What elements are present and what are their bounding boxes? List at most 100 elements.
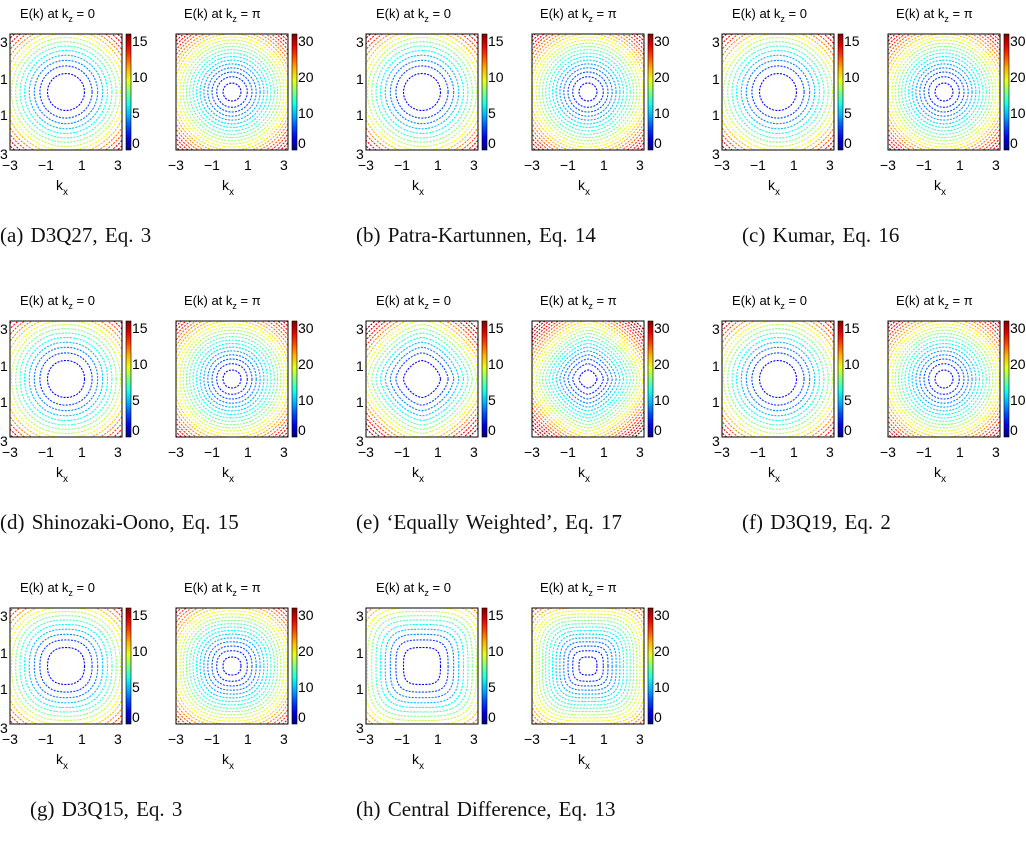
x-tick-label-right: 3 xyxy=(280,731,288,747)
y-tick-label: 3 xyxy=(0,720,8,736)
contour-line xyxy=(751,65,805,119)
colorbar-tick-label: 15 xyxy=(132,607,148,623)
y-tick-label: 1 xyxy=(0,394,8,410)
contour-line xyxy=(535,39,641,145)
contour-line xyxy=(919,354,969,404)
contour-line xyxy=(538,42,638,142)
contour-line xyxy=(216,76,248,108)
contour-plot-left xyxy=(10,34,122,150)
colorbar-tick-label: 30 xyxy=(298,33,314,49)
contour-line xyxy=(535,613,641,719)
contour-line xyxy=(722,34,834,150)
x-tick-label-right: −1 xyxy=(204,157,220,173)
contour-line xyxy=(10,610,122,722)
contour-line xyxy=(541,332,635,426)
contour-line xyxy=(389,59,455,125)
y-tick-label: 3 xyxy=(0,146,8,162)
y-tick-label: 3 xyxy=(356,146,364,162)
x-tick-label-right: 3 xyxy=(280,157,288,173)
contour-line xyxy=(735,336,821,422)
contour-line xyxy=(934,369,954,389)
y-tick-label: 3 xyxy=(356,321,364,337)
contour-line xyxy=(402,72,442,112)
contour-line xyxy=(532,321,644,437)
contour-line xyxy=(222,369,242,389)
contour-line xyxy=(919,67,969,117)
x-tick-label-left: −3 xyxy=(358,157,374,173)
colorbar-tick-label: 10 xyxy=(488,643,504,659)
x-tick-label-right: −3 xyxy=(524,731,540,747)
subfigure-plots: E(k) at kz = 0 E(k) at kz = π151050302010… xyxy=(356,580,670,772)
subfigure-plots: E(k) at kz = 0 E(k) at kz = π151050302010… xyxy=(712,6,1026,198)
colorbar-tick-label: 30 xyxy=(1010,33,1026,49)
x-tick-label-left: 1 xyxy=(78,444,86,460)
contour-line xyxy=(195,629,269,703)
colorbar-tick-label: 0 xyxy=(488,709,496,725)
x-tick-label-left: 3 xyxy=(114,157,122,173)
contour-line xyxy=(731,332,825,426)
colorbar-tick-label: 10 xyxy=(488,356,504,372)
x-tick-label-right: 1 xyxy=(244,444,252,460)
colorbar-tick-label: 15 xyxy=(488,320,504,336)
x-tick-label-right: 3 xyxy=(636,157,644,173)
contour-line xyxy=(731,45,825,139)
plot-frame xyxy=(887,320,1001,438)
contour-line xyxy=(722,321,834,437)
contour-line xyxy=(722,34,834,150)
contour-line xyxy=(366,34,478,150)
contour-plot-right xyxy=(176,321,288,437)
contour-plot-left xyxy=(722,34,834,150)
contour-line xyxy=(389,633,455,699)
contour-line xyxy=(538,616,638,716)
contour-line xyxy=(195,55,269,129)
plot-frame xyxy=(175,33,289,151)
contour-line xyxy=(23,336,109,422)
contour-line xyxy=(395,639,449,693)
contour-line xyxy=(182,329,282,429)
contour-line xyxy=(192,339,272,419)
contour-line xyxy=(189,623,275,709)
contour-line xyxy=(563,354,613,404)
subfigure-caption: (d) Shinozaki-Oono, Eq. 15 xyxy=(0,510,239,534)
y-tick-label: 1 xyxy=(0,645,8,661)
contour-line xyxy=(578,656,598,676)
colorbar-tick-label: 20 xyxy=(298,69,314,85)
plot-frame xyxy=(175,607,289,725)
plot-frame xyxy=(721,33,835,151)
contour-line xyxy=(888,34,1000,150)
x-tick-label-right: −1 xyxy=(560,444,576,460)
x-tick-label-left: −3 xyxy=(714,444,730,460)
colorbar-tick-label: 30 xyxy=(298,320,314,336)
y-tick-label: 1 xyxy=(356,681,364,697)
contour-line xyxy=(39,352,93,406)
colorbar-tick-label: 20 xyxy=(654,69,670,85)
contour-line xyxy=(10,323,122,435)
x-tick-label-left: 1 xyxy=(790,157,798,173)
contour-line xyxy=(545,623,631,709)
x-tick-label-left: 3 xyxy=(114,444,122,460)
y-tick-label: 3 xyxy=(712,433,720,449)
contour-line xyxy=(532,608,644,724)
contour-line xyxy=(199,633,265,699)
contour-line xyxy=(897,332,991,426)
plot-frame xyxy=(175,320,289,438)
y-tick-label: 1 xyxy=(356,71,364,87)
contour-line xyxy=(888,321,1000,437)
colorbar-tick-label: 10 xyxy=(654,392,670,408)
colorbar-tick-label: 15 xyxy=(844,320,860,336)
y-tick-label: 3 xyxy=(356,433,364,449)
contour-line xyxy=(555,59,621,125)
contour-line xyxy=(176,608,288,724)
x-tick-label-right: 3 xyxy=(280,444,288,460)
x-tick-label-right: −1 xyxy=(204,444,220,460)
y-tick-label: 1 xyxy=(356,645,364,661)
x-tick-label-left: 3 xyxy=(470,444,478,460)
x-axis-label-left: kx xyxy=(768,177,780,198)
colorbar-tick-label: 0 xyxy=(1010,422,1018,438)
contour-line xyxy=(888,321,1000,437)
contour-line xyxy=(897,45,991,139)
contour-line xyxy=(371,615,473,717)
contour-line xyxy=(211,71,253,113)
x-axis-label-left: kx xyxy=(56,177,68,198)
y-tick-label: 1 xyxy=(0,681,8,697)
